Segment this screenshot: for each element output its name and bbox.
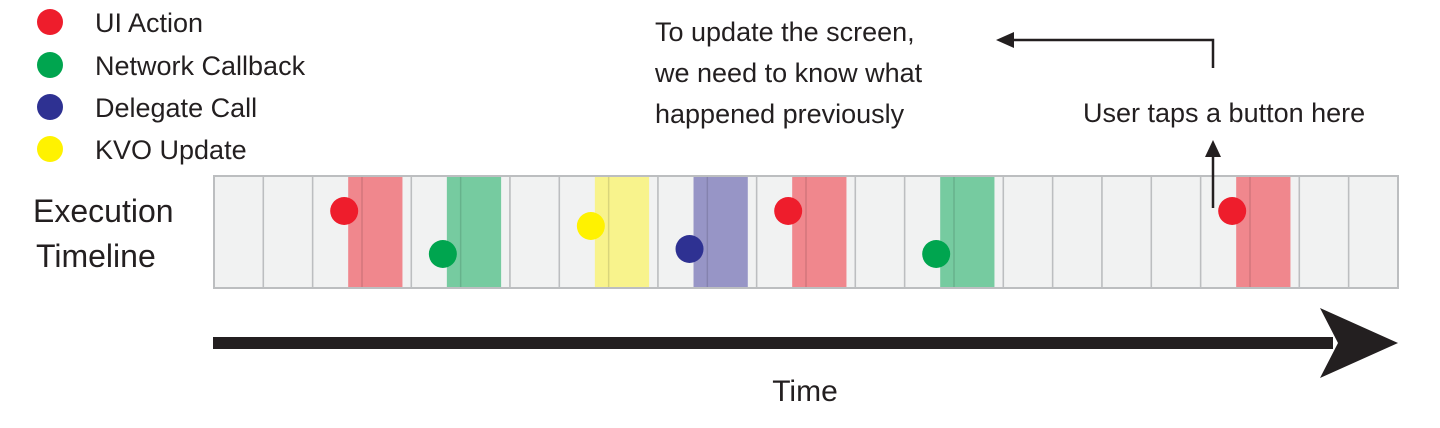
event-band — [594, 177, 650, 287]
event-dot — [576, 212, 605, 240]
legend-item-delegate-call: Delegate Call — [37, 93, 257, 123]
legend-label-network-callback: Network Callback — [95, 51, 306, 81]
timeline-cell — [1150, 175, 1202, 289]
timeline-event-dots — [330, 197, 1247, 268]
legend-item-network-callback: Network Callback — [37, 51, 306, 81]
event-band — [348, 177, 403, 287]
timeline-cell — [1101, 175, 1153, 289]
time-axis-arrow-icon — [213, 308, 1398, 378]
event-band — [1236, 177, 1291, 287]
kvo-update-dot-icon — [37, 136, 63, 162]
timeline-cell — [854, 175, 906, 289]
timeline-cell — [1347, 175, 1399, 289]
timeline-cell — [1051, 175, 1103, 289]
event-dot — [922, 240, 951, 268]
event-band — [693, 177, 748, 287]
timeline-cell — [1298, 175, 1350, 289]
delegate-call-dot-icon — [37, 94, 63, 120]
legend-label-ui-action: UI Action — [95, 8, 203, 38]
timeline-cell — [509, 175, 561, 289]
event-dot — [330, 197, 359, 225]
legend-label-kvo-update: KVO Update — [95, 135, 247, 165]
event-dot — [428, 240, 457, 268]
tap-annotation: User taps a button here — [1083, 98, 1365, 128]
timeline-label-line2: Timeline — [36, 238, 156, 274]
timeline-event-bands — [348, 176, 1291, 288]
up-arrow-icon — [1205, 140, 1221, 208]
timeline-cell — [213, 175, 265, 289]
legend-item-kvo-update: KVO Update — [37, 135, 247, 165]
back-arrow-icon — [996, 32, 1215, 68]
event-dot — [774, 197, 803, 225]
event-band — [446, 177, 502, 287]
timeline-label-line1: Execution — [33, 193, 174, 229]
event-band — [940, 177, 995, 287]
event-dot — [1218, 197, 1247, 225]
ui-action-dot-icon — [37, 9, 63, 35]
timeline-cell — [262, 175, 314, 289]
network-callback-dot-icon — [37, 52, 63, 78]
event-dot — [675, 235, 704, 263]
time-axis-label: Time — [772, 375, 838, 408]
event-band — [792, 177, 847, 287]
update-annotation-line3: happened previously — [655, 99, 905, 129]
update-annotation-line2: we need to know what — [654, 58, 923, 88]
update-annotation-line1: To update the screen, — [655, 17, 915, 47]
update-annotation: To update the screen, we need to know wh… — [654, 17, 923, 129]
legend-label-delegate-call: Delegate Call — [95, 93, 257, 123]
legend: UI Action Network Callback Delegate Call… — [37, 8, 306, 165]
legend-item-ui-action: UI Action — [37, 8, 203, 38]
timeline-border — [213, 175, 1399, 289]
timeline-cell — [1002, 175, 1054, 289]
